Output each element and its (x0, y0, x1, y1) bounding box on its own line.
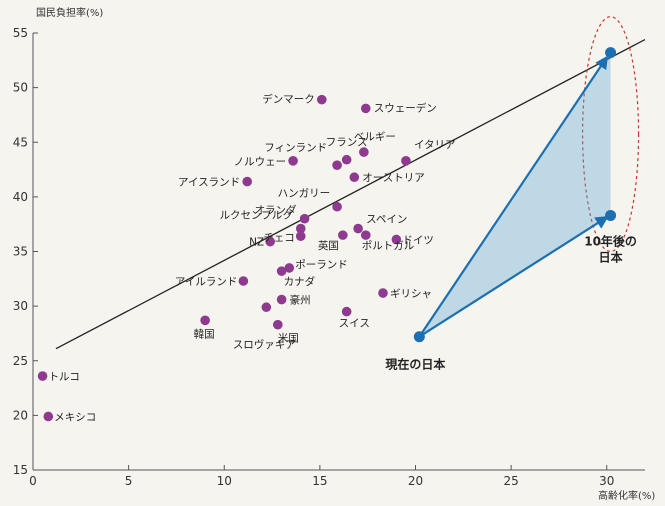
japan-now-label: 現在の日本 (385, 357, 445, 372)
point-japan-now (413, 331, 425, 343)
point-label-10: オランダ (255, 204, 297, 217)
japan-future-label-line1: 10年後の (584, 233, 637, 248)
point-label-26: 米国 (278, 332, 299, 345)
point-27 (37, 371, 48, 381)
point-label-20: アイルランド (175, 276, 237, 288)
point-label-25: 韓国 (194, 328, 215, 340)
points-group (37, 47, 617, 422)
future-ellipse (581, 16, 640, 253)
point-11 (295, 223, 306, 234)
trend-line-group (55, 38, 646, 350)
point-label-8: アイスランド (178, 177, 240, 189)
point-10 (299, 213, 310, 224)
point-25 (200, 315, 210, 326)
x-tick-label-0: 0 (29, 474, 37, 488)
y-tick-label-25: 25 (13, 354, 28, 368)
point-label-1: フランス (326, 137, 368, 149)
point-6 (401, 156, 411, 166)
japan-future-label: 10年後の日本 (584, 233, 637, 264)
point-22 (276, 294, 287, 305)
point-24 (341, 306, 352, 317)
point-16 (360, 230, 371, 240)
y-axis-title: 国民負担率(%) (36, 6, 103, 19)
x-tick-label-20: 20 (408, 474, 423, 488)
point-13 (295, 231, 306, 242)
point-3 (332, 160, 342, 170)
x-axis-title: 高齢化率(%) (598, 489, 655, 502)
point-label-21: ギリシャ (390, 288, 432, 300)
point-26 (273, 319, 283, 330)
axes: 15 20 25 30 35 40 45 50 55 0 5 10 15 20 25 30 (13, 26, 645, 488)
point-12 (353, 223, 363, 234)
point-label-27: トルコ (49, 371, 80, 383)
point-7 (349, 172, 360, 183)
point-label-17: ドイツ (402, 234, 434, 246)
point-label-19: カナダ (284, 275, 316, 288)
arrow-group (418, 16, 640, 338)
japan-arrow-1 (418, 55, 609, 338)
y-tick-label-40: 40 (13, 190, 28, 204)
point-label-9: ハンガリー (278, 188, 331, 200)
y-tick-label-30: 30 (13, 299, 28, 313)
point-label-14: NZ (249, 237, 264, 249)
point-label-22: 豪州 (290, 294, 311, 307)
point-label-23: スロヴァキア (233, 338, 296, 351)
point-28 (43, 411, 54, 422)
point-2 (360, 103, 371, 114)
point-label-16: ポルトガル (362, 240, 415, 252)
y-tick-label-15: 15 (13, 463, 28, 477)
point-label-24: スイス (339, 318, 370, 330)
point-19 (276, 266, 287, 276)
point-japan-future-2 (605, 209, 617, 221)
point-4 (359, 147, 369, 157)
point-21 (378, 288, 388, 298)
point-label-4: ベルギー (354, 131, 396, 143)
point-japan-future-1 (605, 47, 617, 59)
point-23 (261, 302, 272, 313)
x-tick-label-5: 5 (125, 474, 133, 488)
point-label-3: フィンランド (264, 142, 327, 154)
point-label-28: メキシコ (54, 411, 96, 423)
point-label-15: 英国 (318, 239, 339, 252)
x-tick-label-15: 15 (312, 474, 327, 488)
point-17 (391, 234, 402, 245)
point-9 (332, 201, 342, 212)
trend-line (55, 38, 646, 350)
x-tick-label-30: 30 (599, 474, 614, 488)
point-label-7: オーストリア (362, 172, 424, 184)
point-15 (338, 230, 348, 240)
point-14 (265, 236, 275, 247)
x-tick-label-10: 10 (217, 474, 232, 488)
point-label-13: チェコ (263, 232, 295, 244)
japan-future-label-line2: 日本 (599, 249, 623, 264)
y-tick-label-35: 35 (13, 245, 28, 259)
point-label-6: イタリア (414, 139, 456, 151)
y-tick-label-20: 20 (13, 408, 28, 422)
y-tick-label-50: 50 (13, 81, 28, 95)
point-18 (284, 263, 295, 273)
point-label-12: スペイン (366, 214, 407, 226)
point-label-11: ルクセンブルク (220, 209, 293, 222)
point-label-0: デンマーク (262, 93, 315, 106)
x-tick-label-25: 25 (503, 474, 518, 488)
y-tick-label-45: 45 (13, 135, 28, 149)
point-label-5: ノルウェー (234, 156, 287, 168)
point-20 (238, 276, 249, 286)
point-5 (288, 156, 298, 166)
point-1 (341, 154, 352, 165)
point-0 (316, 94, 327, 105)
point-label-18: ポーランド (295, 259, 348, 271)
point-label-2: スウェーデン (374, 101, 437, 114)
point-8 (242, 176, 252, 187)
y-tick-label-55: 55 (13, 26, 28, 40)
japan-arrow-2 (418, 216, 609, 338)
